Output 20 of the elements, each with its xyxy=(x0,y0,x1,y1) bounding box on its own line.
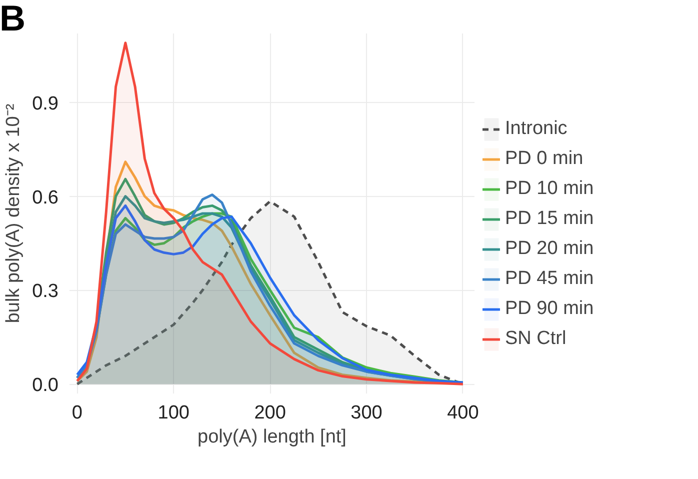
x-tick-label: 200 xyxy=(254,402,286,424)
x-tick-label: 400 xyxy=(447,402,479,424)
x-tick-label: 0 xyxy=(72,402,83,424)
y-tick-label: 0.9 xyxy=(32,93,59,114)
y-tick-label: 0.6 xyxy=(32,187,59,208)
x-axis-title: poly(A) length [nt] xyxy=(198,426,346,448)
x-tick-label: 100 xyxy=(158,402,190,424)
y-tick-label: 0.0 xyxy=(32,375,59,396)
legend-label: Intronic xyxy=(505,118,568,140)
legend-label: PD 20 min xyxy=(505,238,594,260)
x-tick-label: 300 xyxy=(350,402,382,424)
legend-label: PD 90 min xyxy=(505,298,594,320)
legend-label: PD 0 min xyxy=(505,148,584,170)
legend-label: PD 15 min xyxy=(505,208,594,230)
y-axis-title: bulk poly(A) density x 10⁻² xyxy=(3,104,24,324)
legend-label: SN Ctrl xyxy=(505,328,566,350)
text: B xyxy=(0,0,26,38)
y-tick-label: 0.3 xyxy=(32,281,59,302)
legend-label: PD 45 min xyxy=(505,268,594,290)
legend-label: PD 10 min xyxy=(505,178,594,200)
